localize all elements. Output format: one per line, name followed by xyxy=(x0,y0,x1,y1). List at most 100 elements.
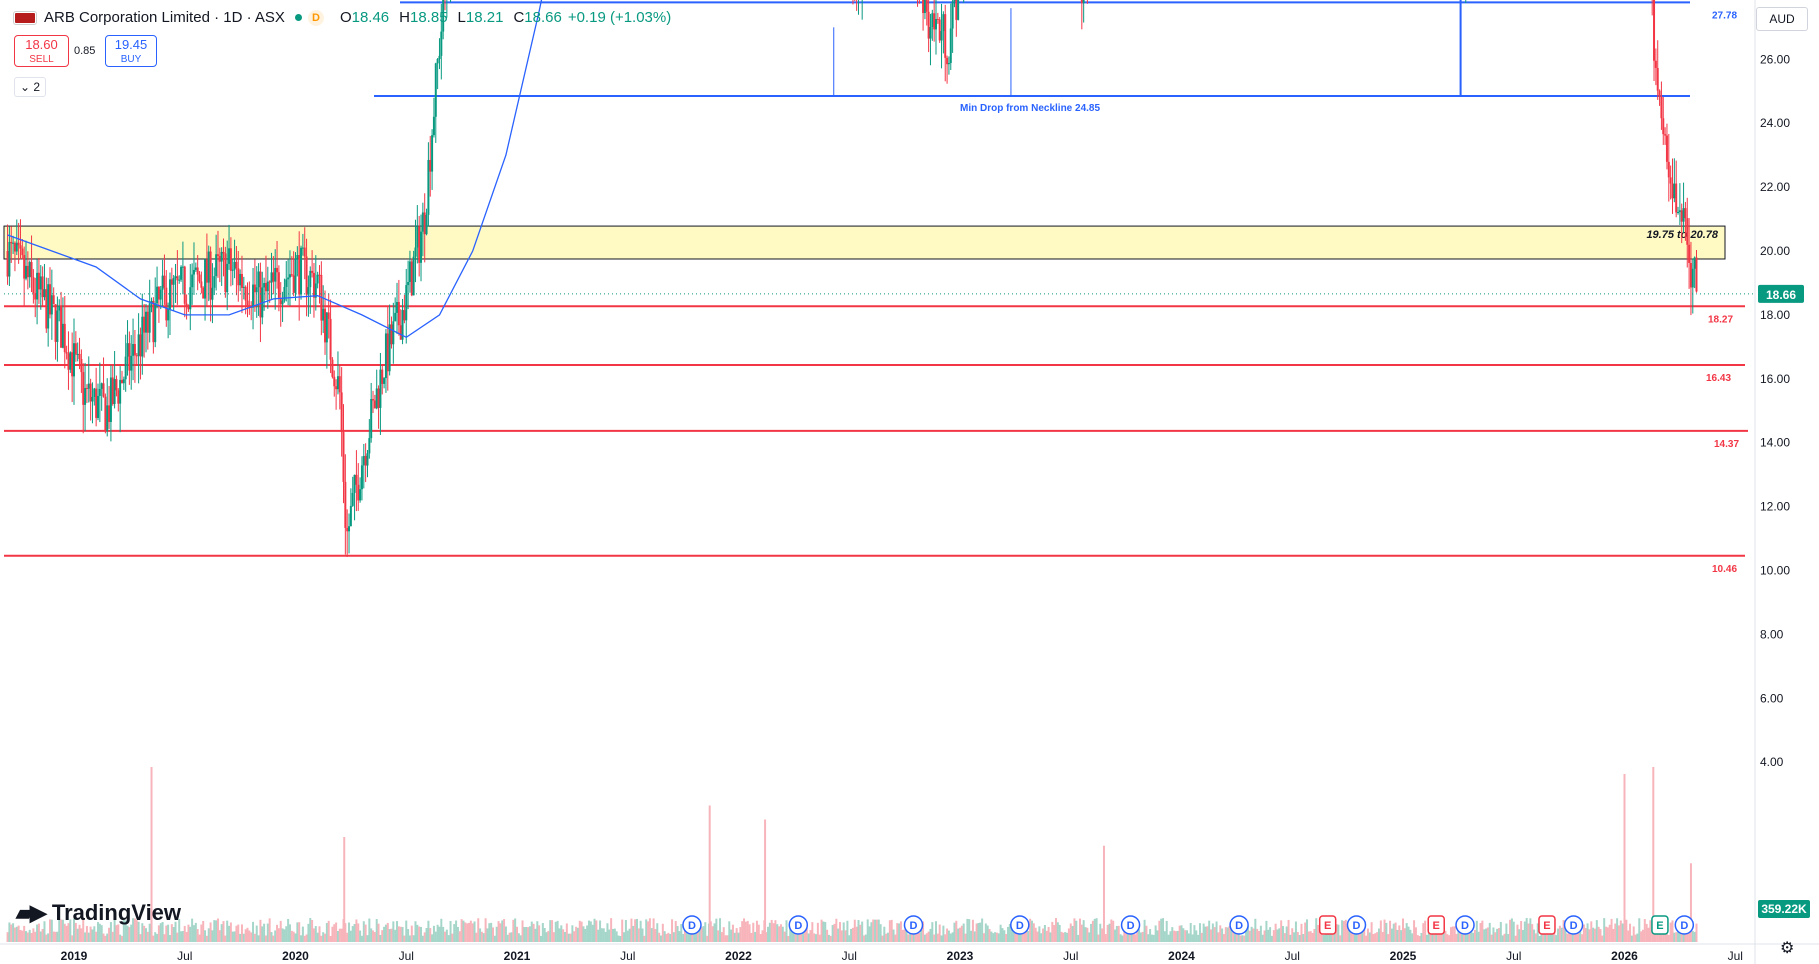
volume-bar xyxy=(1573,927,1576,942)
candle-body xyxy=(233,261,236,270)
volume-bar xyxy=(776,924,779,942)
volume-bar xyxy=(1390,928,1393,942)
candle-body xyxy=(1673,183,1676,199)
volume-bar xyxy=(1006,926,1009,942)
volume-bar xyxy=(1095,918,1098,942)
candle-body xyxy=(927,11,930,39)
candle-body xyxy=(288,274,291,278)
candle-body xyxy=(1669,177,1672,184)
volume-bar xyxy=(119,934,122,942)
volume-bar xyxy=(1348,923,1351,942)
volume-bar xyxy=(713,923,716,942)
dividend-marker-icon[interactable] xyxy=(1563,915,1584,935)
volume-bar xyxy=(277,928,280,942)
volume-bar xyxy=(453,924,456,942)
volume-spike xyxy=(1102,845,1105,942)
moving-average-line[interactable] xyxy=(7,0,1687,339)
volume-bar xyxy=(250,932,253,942)
candle-body xyxy=(427,159,430,215)
volume-bar xyxy=(503,919,506,942)
gear-icon[interactable]: ⚙ xyxy=(1780,940,1795,957)
candle-body xyxy=(56,310,59,342)
volume-bar xyxy=(248,930,251,942)
low-label: L xyxy=(457,9,466,26)
candle-body xyxy=(37,272,40,290)
candle-body xyxy=(49,284,52,315)
support-zone[interactable] xyxy=(3,225,1726,260)
volume-bar xyxy=(973,931,976,942)
volume-bar xyxy=(1433,929,1436,942)
candle-body xyxy=(407,281,410,286)
candle-body xyxy=(13,242,16,252)
volume-bar xyxy=(981,918,984,942)
earnings-marker-icon[interactable] xyxy=(1538,915,1556,935)
sell-button[interactable]: 18.60 SELL xyxy=(14,35,69,67)
buy-button[interactable]: 19.45 BUY xyxy=(105,35,157,67)
candle-body xyxy=(375,388,378,409)
candle-body xyxy=(253,284,256,293)
candle-body xyxy=(124,356,127,380)
volume-bar xyxy=(1680,927,1683,942)
candle-body xyxy=(15,242,18,252)
dividend-marker-icon[interactable] xyxy=(682,915,702,935)
volume-bar xyxy=(659,935,662,942)
candle-body xyxy=(98,388,101,396)
symbol-title[interactable]: ARB Corporation Limited · 1D · ASX xyxy=(44,9,285,26)
candle-body xyxy=(71,352,74,377)
candle-body xyxy=(270,272,273,283)
candle-body xyxy=(246,300,249,306)
volume-bar xyxy=(1449,927,1452,942)
candle-body xyxy=(255,287,258,293)
volume-bar xyxy=(1167,934,1170,942)
volume-bar xyxy=(1365,935,1368,942)
volume-bar xyxy=(1564,920,1567,942)
volume-bar xyxy=(946,928,949,942)
candle-body xyxy=(240,273,243,288)
dividend-marker-icon[interactable] xyxy=(1674,915,1695,935)
volume-bar xyxy=(674,921,677,942)
volume-bar xyxy=(41,928,44,942)
volume-bar xyxy=(680,924,683,942)
candle-body xyxy=(152,300,155,343)
volume-bar xyxy=(1186,930,1189,942)
volume-bar xyxy=(870,922,873,942)
tradingview-logo[interactable]: ▰▶ TradingView xyxy=(16,900,181,926)
volume-bar xyxy=(178,918,181,942)
dividend-marker-icon[interactable] xyxy=(788,915,809,935)
candle-body xyxy=(67,353,70,370)
candle-body xyxy=(91,396,94,402)
currency-selector[interactable]: AUD xyxy=(1756,7,1808,31)
volume-bar xyxy=(1571,932,1574,942)
volume-bar xyxy=(741,921,744,942)
earnings-marker-icon[interactable] xyxy=(1651,915,1669,935)
candle-body xyxy=(405,285,408,321)
price-badge xyxy=(1758,284,1804,303)
volume-bar xyxy=(959,927,961,942)
dividend-marker-icon[interactable] xyxy=(903,915,924,935)
volume-bar xyxy=(530,921,533,942)
volume-bar xyxy=(813,933,816,942)
dividend-marker-icon[interactable] xyxy=(1010,915,1030,935)
volume-bar xyxy=(964,933,967,942)
earnings-marker-icon[interactable] xyxy=(1318,915,1337,935)
earnings-marker-icon[interactable] xyxy=(1427,915,1445,935)
indicators-toggle[interactable]: ⌄ 2 xyxy=(14,77,46,97)
volume-bar xyxy=(357,923,360,942)
volume-bar xyxy=(1296,932,1299,942)
volume-bar xyxy=(364,924,367,942)
candle-body xyxy=(28,262,31,278)
candle-body xyxy=(336,376,339,390)
dividend-marker-icon[interactable] xyxy=(1346,915,1367,935)
volume-bar xyxy=(106,933,109,942)
candle-body xyxy=(301,247,304,249)
volume-bar xyxy=(19,929,22,942)
dividend-marker-icon[interactable] xyxy=(1229,915,1249,935)
volume-bar xyxy=(1073,918,1076,942)
dividend-marker-icon[interactable] xyxy=(1455,915,1475,935)
volume-bar xyxy=(130,924,133,942)
price-badge-label: 18.66 xyxy=(1766,288,1796,302)
volume-bar xyxy=(785,920,788,942)
dividend-marker-icon[interactable] xyxy=(1120,915,1141,935)
volume-bar xyxy=(244,929,247,942)
